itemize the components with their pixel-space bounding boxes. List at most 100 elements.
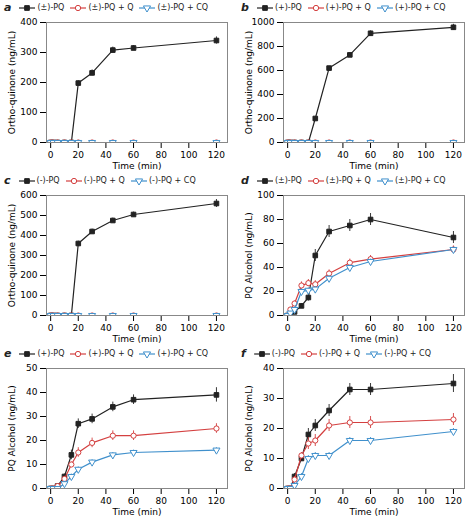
svg-text:20: 20 [73, 496, 85, 506]
svg-text:20: 20 [73, 150, 85, 160]
svg-text:20: 20 [26, 435, 38, 445]
svg-text:120: 120 [208, 496, 225, 506]
svg-text:0: 0 [48, 323, 54, 333]
svg-text:100: 100 [417, 323, 434, 333]
svg-text:120: 120 [445, 323, 462, 333]
svg-text:40: 40 [26, 387, 38, 397]
svg-text:40: 40 [337, 496, 349, 506]
svg-text:80: 80 [392, 496, 404, 506]
svg-text:80: 80 [392, 323, 404, 333]
html-text:(-)-PQ + CQ: (-)-PQ + CQ [148, 176, 196, 185]
svg-text:PQ Alcohol (ng/mL): PQ Alcohol (ng/mL) [244, 385, 254, 471]
svg-text:60: 60 [365, 150, 377, 160]
svg-text:1000: 1000 [252, 17, 275, 27]
svg-text:800: 800 [257, 41, 274, 51]
svg-text:0: 0 [32, 483, 38, 493]
html-text:(+)-PQ + CQ: (+)-PQ + CQ [394, 3, 446, 12]
html-text:(-)-PQ: (-)-PQ [36, 176, 60, 185]
svg-text:120: 120 [445, 150, 462, 160]
svg-text:100: 100 [20, 107, 37, 117]
svg-text:40: 40 [337, 323, 349, 333]
svg-text:30: 30 [263, 393, 275, 403]
svg-text:100: 100 [417, 150, 434, 160]
svg-text:0: 0 [285, 323, 291, 333]
svg-text:600: 600 [257, 65, 274, 75]
svg-text:20: 20 [263, 286, 275, 296]
svg-text:500: 500 [20, 210, 37, 220]
svg-text:40: 40 [100, 496, 112, 506]
svg-text:40: 40 [100, 150, 112, 160]
svg-text:80: 80 [155, 496, 167, 506]
svg-text:60: 60 [128, 496, 140, 506]
svg-text:Ortho-quinone (ng/mL): Ortho-quinone (ng/mL) [244, 31, 254, 134]
svg-text:0: 0 [285, 150, 291, 160]
svg-text:Ortho-quinone (ng/mL): Ortho-quinone (ng/mL) [7, 204, 17, 307]
html-text:(±)-PQ + Q: (±)-PQ + Q [88, 3, 134, 12]
svg-text:Time (min): Time (min) [112, 507, 162, 517]
svg-text:300: 300 [20, 47, 37, 57]
svg-text:0: 0 [269, 310, 275, 320]
svg-text:120: 120 [445, 496, 462, 506]
svg-text:100: 100 [180, 323, 197, 333]
svg-text:80: 80 [392, 150, 404, 160]
svg-text:20: 20 [310, 150, 322, 160]
svg-text:0: 0 [48, 150, 54, 160]
html-text:(±)-PQ + Q: (±)-PQ + Q [325, 176, 371, 185]
svg-text:20: 20 [73, 323, 85, 333]
svg-text:40: 40 [337, 150, 349, 160]
svg-text:100: 100 [20, 290, 37, 300]
svg-text:Time (min): Time (min) [349, 161, 399, 171]
svg-text:60: 60 [365, 323, 377, 333]
svg-text:0: 0 [32, 137, 38, 147]
svg-text:50: 50 [26, 363, 38, 373]
svg-text:60: 60 [263, 238, 275, 248]
svg-text:0: 0 [32, 310, 38, 320]
svg-text:120: 120 [208, 323, 225, 333]
svg-text:400: 400 [20, 230, 37, 240]
svg-text:100: 100 [257, 190, 274, 200]
svg-text:0: 0 [269, 137, 275, 147]
svg-text:200: 200 [20, 270, 37, 280]
svg-text:PQ Alcohol (ng/mL): PQ Alcohol (ng/mL) [244, 212, 254, 298]
html-text:(±)-PQ: (±)-PQ [274, 176, 302, 185]
html-text:(+)-PQ + Q: (+)-PQ + Q [325, 3, 371, 12]
html-text:(±)-PQ + CQ: (±)-PQ + CQ [157, 3, 209, 12]
svg-text:20: 20 [263, 423, 275, 433]
svg-text:400: 400 [20, 17, 37, 27]
svg-text:0: 0 [285, 496, 291, 506]
svg-text:Ortho-quinone (ng/mL): Ortho-quinone (ng/mL) [7, 31, 17, 134]
svg-text:80: 80 [155, 323, 167, 333]
svg-text:10: 10 [26, 459, 38, 469]
svg-text:Time (min): Time (min) [112, 161, 162, 171]
svg-text:100: 100 [180, 150, 197, 160]
svg-text:Time (min): Time (min) [112, 334, 162, 344]
svg-text:60: 60 [365, 496, 377, 506]
svg-text:600: 600 [20, 190, 37, 200]
svg-text:0: 0 [48, 496, 54, 506]
html-text:(+)-PQ: (+)-PQ [274, 3, 302, 12]
svg-text:60: 60 [128, 150, 140, 160]
svg-text:40: 40 [100, 323, 112, 333]
svg-text:30: 30 [26, 411, 38, 421]
svg-text:20: 20 [310, 323, 322, 333]
svg-text:300: 300 [20, 250, 37, 260]
svg-text:Time (min): Time (min) [349, 507, 399, 517]
svg-text:40: 40 [263, 262, 275, 272]
svg-text:Time (min): Time (min) [349, 334, 399, 344]
svg-text:80: 80 [263, 214, 275, 224]
svg-text:200: 200 [257, 113, 274, 123]
svg-text:60: 60 [128, 323, 140, 333]
svg-text:100: 100 [180, 496, 197, 506]
html-text:(±)-PQ: (±)-PQ [37, 3, 65, 12]
svg-text:20: 20 [310, 496, 322, 506]
html-text:(-)-PQ + Q: (-)-PQ + Q [83, 176, 125, 185]
svg-text:PQ Alcohol (ng/mL): PQ Alcohol (ng/mL) [7, 385, 17, 471]
svg-text:400: 400 [257, 89, 274, 99]
svg-text:40: 40 [263, 363, 275, 373]
svg-text:80: 80 [155, 150, 167, 160]
svg-text:10: 10 [263, 453, 275, 463]
svg-text:200: 200 [20, 77, 37, 87]
svg-text:0: 0 [269, 483, 275, 493]
svg-text:120: 120 [208, 150, 225, 160]
svg-text:100: 100 [417, 496, 434, 506]
